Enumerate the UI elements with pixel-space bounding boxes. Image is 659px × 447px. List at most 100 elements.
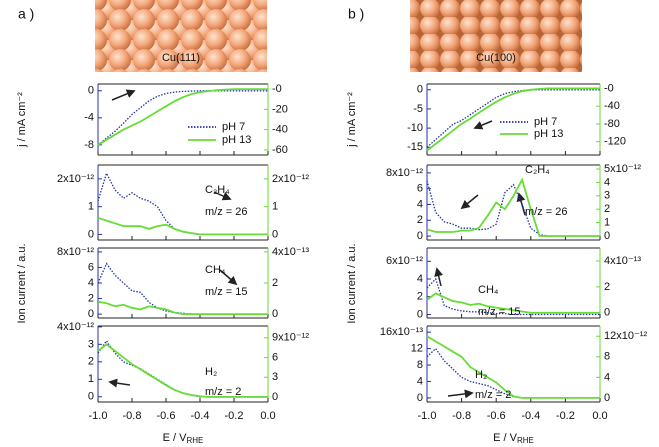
mz-label: m/z = 26 (205, 206, 248, 218)
series-line (426, 89, 600, 148)
y-tick-label: 0 (417, 392, 423, 404)
y-tick-label: 8x10⁻¹² (57, 246, 94, 258)
y-tick-label: 6x10⁻¹² (386, 255, 423, 267)
y2-tick-label: -40 (604, 100, 620, 112)
y-tick-label: 1 (88, 201, 94, 213)
surface-label: Cu(100) (476, 52, 516, 64)
x-tick-label: -0.4 (521, 410, 540, 422)
y-tick-label: -4 (84, 112, 94, 124)
surface-label: Cu(111) (162, 52, 200, 64)
y2-tick-label: 4 (604, 176, 610, 188)
x-tick-label: -0.6 (157, 410, 176, 422)
y2-tick-label: 2 (604, 203, 610, 215)
y-axis-label: j / mA cm⁻² (16, 92, 28, 148)
arrows (108, 89, 526, 399)
series-line (97, 216, 268, 236)
y-tick-label: 6 (88, 261, 94, 273)
x-tick-label: -0.6 (487, 410, 506, 422)
y-axis-label: j / mA cm⁻² (346, 92, 358, 148)
y-tick-label: 0 (88, 308, 94, 320)
legend-label: pH 13 (534, 128, 563, 140)
mz-label: m/z = 2 (475, 389, 511, 401)
panel-label: b ) (348, 6, 364, 22)
y-tick-label: -10 (407, 122, 423, 134)
y-tick-label: 4 (417, 273, 423, 285)
species-label: H₂ (475, 369, 487, 381)
series-line (426, 347, 600, 399)
y2-tick-label: 0 (604, 230, 610, 242)
y-axis-label: Ion current / a.u. (16, 243, 28, 323)
y-axis-label: Ion current / a.u. (346, 243, 358, 323)
y-tick-label: 2 (417, 291, 423, 303)
y2-tick-label: -120 (604, 136, 626, 148)
y2-tick-label: 4x10⁻¹³ (272, 246, 309, 258)
y2-tick-label: 3 (272, 371, 278, 383)
series-line (97, 300, 268, 315)
y-tick-label: 2x10⁻¹² (57, 173, 94, 185)
species-label: CH₄ (478, 284, 499, 296)
legend-label: pH 13 (222, 134, 251, 146)
y2-tick-label: 8 (604, 351, 610, 363)
x-tick-label: -0.2 (225, 410, 244, 422)
y-tick-label: -5 (413, 103, 423, 115)
y2-tick-label: 4 (604, 371, 610, 383)
y-tick-label: 0 (88, 85, 94, 97)
x-tick-label: 0.0 (592, 410, 607, 422)
y2-tick-label: 5x10⁻¹² (604, 163, 641, 175)
y2-tick-label: 6 (272, 351, 278, 363)
x-axis-label-main: E / V (163, 432, 188, 444)
y-tick-label: 8 (417, 359, 423, 371)
legend-label: pH 7 (222, 121, 245, 133)
y2-tick-label: 1 (272, 201, 278, 213)
x-tick-label: -0.8 (452, 410, 471, 422)
y-tick-label: -8 (84, 139, 94, 151)
y2-tick-label: 12x10⁻¹² (604, 330, 647, 342)
series-line (426, 277, 600, 316)
mz-label: m/z = 15 (205, 286, 248, 298)
surface-image (410, 0, 582, 72)
x-axis-label-main: E / V (493, 432, 518, 444)
x-tick-label: -1.0 (418, 410, 437, 422)
y2-tick-label: 4x10⁻¹³ (604, 255, 641, 267)
species-label: C₂H₄ (525, 164, 550, 176)
y2-tick-label: -60 (272, 144, 288, 156)
x-tick-label: -0.8 (123, 410, 142, 422)
y-tick-label: 8x10⁻¹² (386, 167, 423, 179)
mz-label: m/z = 2 (205, 386, 241, 398)
y-tick-label: 2 (417, 214, 423, 226)
y-tick-label: 16x10⁻¹³ (380, 326, 423, 338)
mz-label: m/z = 26 (525, 206, 568, 218)
y-tick-label: 4x10⁻¹² (57, 321, 94, 333)
x-tick-label: 0.0 (260, 410, 275, 422)
panel-label: a ) (18, 6, 34, 22)
y2-tick-label: 0 (272, 391, 278, 403)
y2-tick-label: 2 (272, 277, 278, 289)
y2-tick-label: 0 (272, 228, 278, 240)
y2-tick-label: -0 (272, 83, 282, 95)
surface-image (95, 0, 267, 72)
y2-tick-label: 2 (604, 281, 610, 293)
legend-label: pH 7 (534, 116, 557, 128)
x-axis-label-sub: RHE (517, 436, 534, 445)
series-line (97, 343, 268, 398)
y-tick-label: 4 (417, 198, 423, 210)
x-tick-label: -0.4 (191, 410, 210, 422)
series-line (426, 177, 600, 237)
y-tick-label: 0 (417, 84, 423, 96)
y2-tick-label: -40 (272, 124, 288, 136)
y-tick-label: 0 (417, 230, 423, 242)
series-line (97, 88, 268, 146)
y-tick-label: 6 (417, 183, 423, 195)
y2-tick-label: -0 (604, 82, 614, 94)
y-tick-label: 0 (88, 228, 94, 240)
y-tick-label: 0 (417, 308, 423, 320)
x-axis-label: E / VRHE (163, 432, 204, 445)
species-label: CH₄ (205, 264, 226, 276)
y-tick-label: 4 (88, 277, 94, 289)
y-tick-label: 4 (417, 375, 423, 387)
y2-tick-label: 2x10⁻¹² (272, 173, 309, 185)
y-tick-label: 0 (88, 391, 94, 403)
y-tick-label: 2 (88, 292, 94, 304)
y-tick-label: 1 (88, 373, 94, 385)
